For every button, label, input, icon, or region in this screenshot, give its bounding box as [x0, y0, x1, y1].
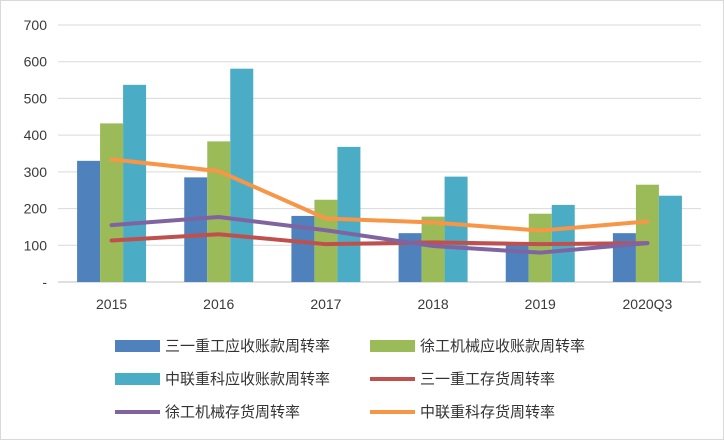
bar — [291, 215, 315, 282]
legend-swatch — [115, 340, 160, 352]
bar — [337, 146, 361, 282]
bar — [635, 184, 659, 282]
bar — [230, 68, 254, 282]
x-tick-label: 2019 — [525, 296, 556, 312]
legend-swatch — [370, 340, 415, 352]
legend-swatch — [115, 373, 160, 385]
bar — [612, 233, 636, 282]
y-tick-label: 100 — [24, 237, 48, 253]
bar — [444, 176, 468, 282]
bar — [421, 216, 445, 282]
y-tick-label: 200 — [24, 201, 48, 217]
x-tick-label: 2015 — [96, 296, 127, 312]
x-tick-label: 2017 — [310, 296, 341, 312]
bar — [658, 195, 682, 282]
x-tick-label: 2018 — [418, 296, 449, 312]
bar — [528, 213, 552, 282]
bar — [77, 160, 101, 282]
legend-label: 徐工机械存货周转率 — [165, 403, 300, 421]
series-line — [109, 215, 650, 255]
legend-label: 三一重工应收账款周转率 — [165, 337, 330, 355]
y-tick-label: 400 — [24, 127, 48, 143]
bar — [100, 123, 124, 282]
bar — [505, 245, 529, 282]
line-series — [109, 157, 650, 255]
series-line — [109, 232, 650, 247]
bar — [207, 141, 231, 282]
bar — [314, 199, 338, 282]
legend-label: 中联重科应收账款周转率 — [165, 370, 330, 388]
bar — [184, 177, 208, 282]
y-tick-label: - — [42, 274, 47, 290]
legend-label: 中联重科存货周转率 — [420, 403, 555, 421]
y-tick-label: 600 — [24, 54, 48, 70]
y-tick-label: 300 — [24, 164, 48, 180]
y-tick-label: 500 — [24, 90, 48, 106]
y-tick-label: 700 — [24, 17, 48, 33]
bar — [123, 84, 147, 282]
series-line — [109, 157, 650, 233]
legend-label: 徐工机械应收账款周转率 — [420, 337, 585, 355]
gridlines — [58, 24, 701, 283]
legend-label: 三一重工存货周转率 — [420, 370, 555, 388]
x-tick-label: 2016 — [203, 296, 234, 312]
x-axis: 2015 2016 2017 2018 2019 2020Q3 — [96, 296, 673, 312]
x-tick-label: 2020Q3 — [623, 296, 673, 312]
y-axis: - 100 200 300 400 500 600 700 — [24, 17, 48, 290]
